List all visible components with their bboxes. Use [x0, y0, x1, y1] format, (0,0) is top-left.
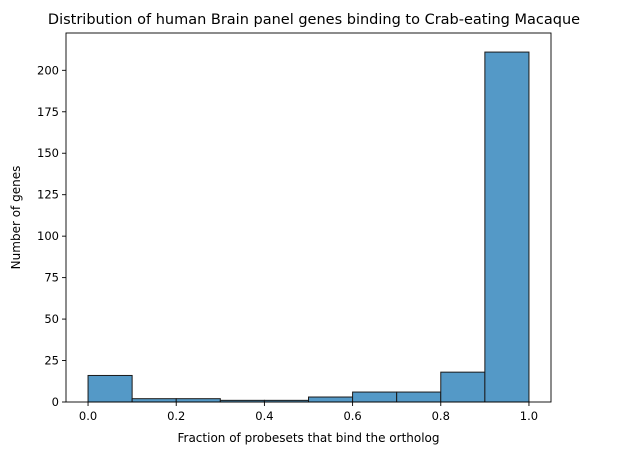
y-axis-ticks: 0 25 50 75 100 125 150 175 200: [37, 63, 66, 409]
y-tick-label: 175: [37, 105, 59, 119]
y-tick-label: 50: [44, 312, 59, 326]
histogram-bar-9: [484, 51, 530, 403]
y-tick-label: 200: [37, 63, 59, 77]
x-axis-ticks: 0.0 0.2 0.4 0.6 0.8 1.0: [79, 402, 538, 423]
y-tick-label: 125: [37, 188, 59, 202]
histogram-bar-6: [352, 391, 398, 403]
x-tick-label: 0.2: [167, 409, 185, 423]
histogram-bar-5: [308, 396, 354, 403]
x-tick-label: 1.0: [520, 409, 538, 423]
y-tick-label: 0: [52, 395, 59, 409]
x-tick-label: 0.4: [255, 409, 273, 423]
y-tick-label: 75: [44, 271, 59, 285]
y-tick-label: 100: [37, 229, 59, 243]
histogram-bar-2: [175, 398, 221, 403]
plot-frame: [65, 32, 552, 403]
histogram-bar-1: [131, 398, 177, 403]
histogram-bar-7: [396, 391, 442, 403]
x-tick-label: 0.6: [343, 409, 361, 423]
x-tick-label: 0.8: [432, 409, 450, 423]
histogram-bar-8: [440, 371, 486, 403]
chart-title: Distribution of human Brain panel genes …: [48, 12, 580, 28]
x-tick-label: 0.0: [79, 409, 97, 423]
x-axis-label: Fraction of probesets that bind the orth…: [177, 431, 439, 445]
histogram-bar-0: [87, 374, 133, 403]
y-tick-label: 150: [37, 146, 59, 160]
y-axis-label: Number of genes: [9, 166, 23, 270]
y-tick-label: 25: [44, 354, 59, 368]
bars-group: [87, 51, 530, 403]
